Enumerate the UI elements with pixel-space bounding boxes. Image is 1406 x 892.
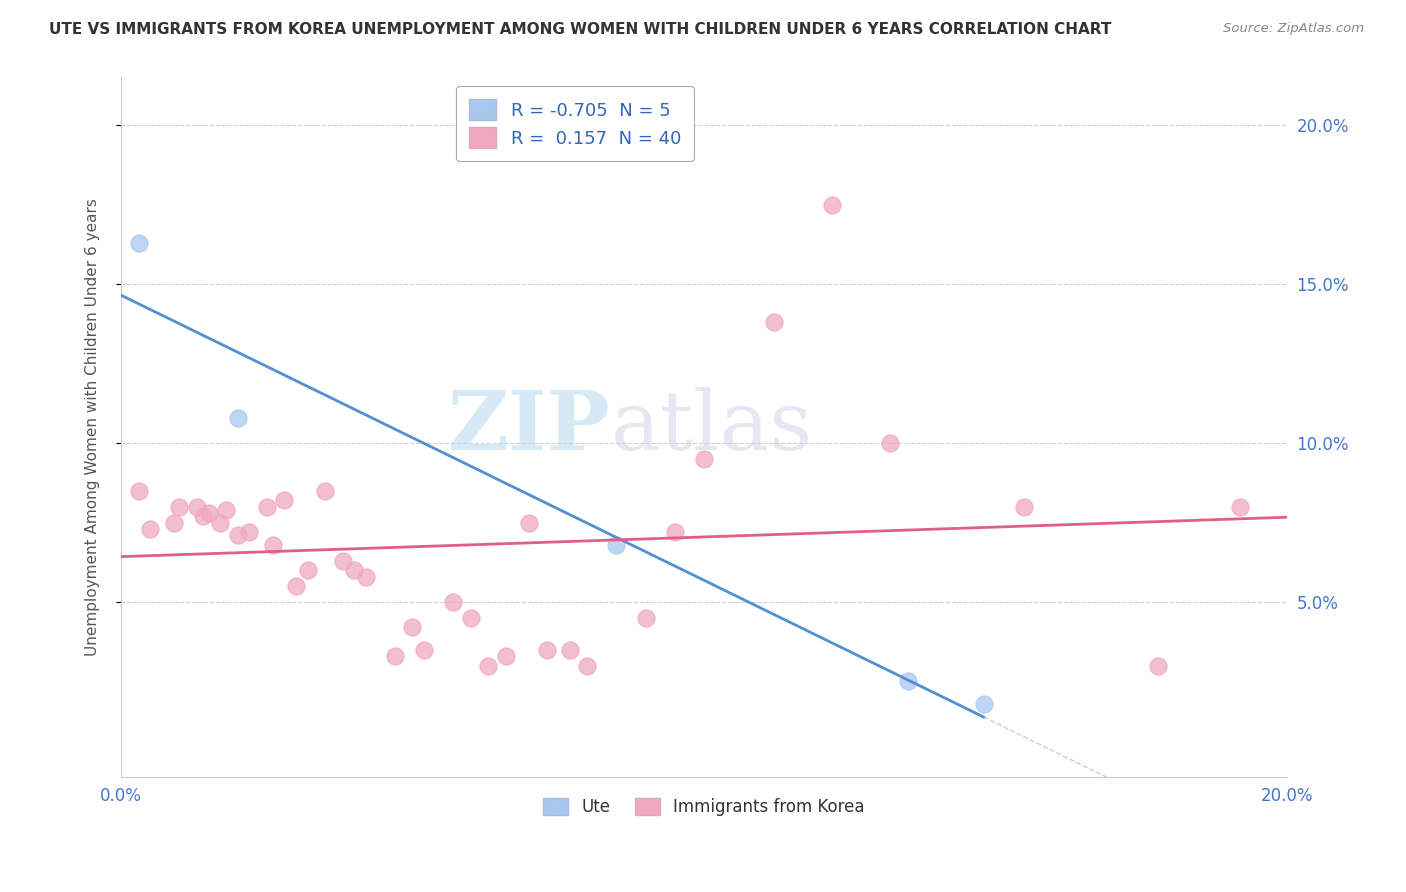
Point	[139, 522, 162, 536]
Point	[634, 611, 657, 625]
Point	[343, 563, 366, 577]
Point	[441, 595, 464, 609]
Point	[460, 611, 482, 625]
Point	[536, 642, 558, 657]
Point	[297, 563, 319, 577]
Point	[1229, 500, 1251, 514]
Point	[314, 483, 336, 498]
Point	[517, 516, 540, 530]
Point	[191, 509, 214, 524]
Text: Source: ZipAtlas.com: Source: ZipAtlas.com	[1223, 22, 1364, 36]
Point	[209, 516, 232, 530]
Point	[558, 642, 581, 657]
Point	[273, 493, 295, 508]
Point	[226, 410, 249, 425]
Point	[128, 235, 150, 250]
Y-axis label: Unemployment Among Women with Children Under 6 years: Unemployment Among Women with Children U…	[86, 198, 100, 657]
Point	[332, 554, 354, 568]
Legend: Ute, Immigrants from Korea: Ute, Immigrants from Korea	[534, 789, 873, 824]
Point	[256, 500, 278, 514]
Point	[477, 658, 499, 673]
Point	[401, 620, 423, 634]
Point	[215, 503, 238, 517]
Text: UTE VS IMMIGRANTS FROM KOREA UNEMPLOYMENT AMONG WOMEN WITH CHILDREN UNDER 6 YEAR: UTE VS IMMIGRANTS FROM KOREA UNEMPLOYMEN…	[49, 22, 1112, 37]
Point	[605, 538, 627, 552]
Point	[1014, 500, 1036, 514]
Point	[1147, 658, 1170, 673]
Point	[128, 483, 150, 498]
Point	[284, 579, 307, 593]
Point	[226, 528, 249, 542]
Point	[169, 500, 191, 514]
Point	[821, 197, 844, 211]
Text: ZIP: ZIP	[449, 387, 610, 467]
Point	[186, 500, 208, 514]
Point	[576, 658, 599, 673]
Point	[162, 516, 184, 530]
Point	[197, 506, 219, 520]
Point	[973, 697, 995, 711]
Point	[354, 569, 377, 583]
Point	[262, 538, 284, 552]
Point	[693, 452, 716, 467]
Point	[495, 648, 517, 663]
Point	[238, 524, 260, 539]
Text: atlas: atlas	[610, 387, 813, 467]
Point	[762, 315, 785, 329]
Point	[413, 642, 436, 657]
Point	[664, 524, 686, 539]
Point	[897, 674, 920, 689]
Point	[879, 436, 901, 450]
Point	[384, 648, 406, 663]
